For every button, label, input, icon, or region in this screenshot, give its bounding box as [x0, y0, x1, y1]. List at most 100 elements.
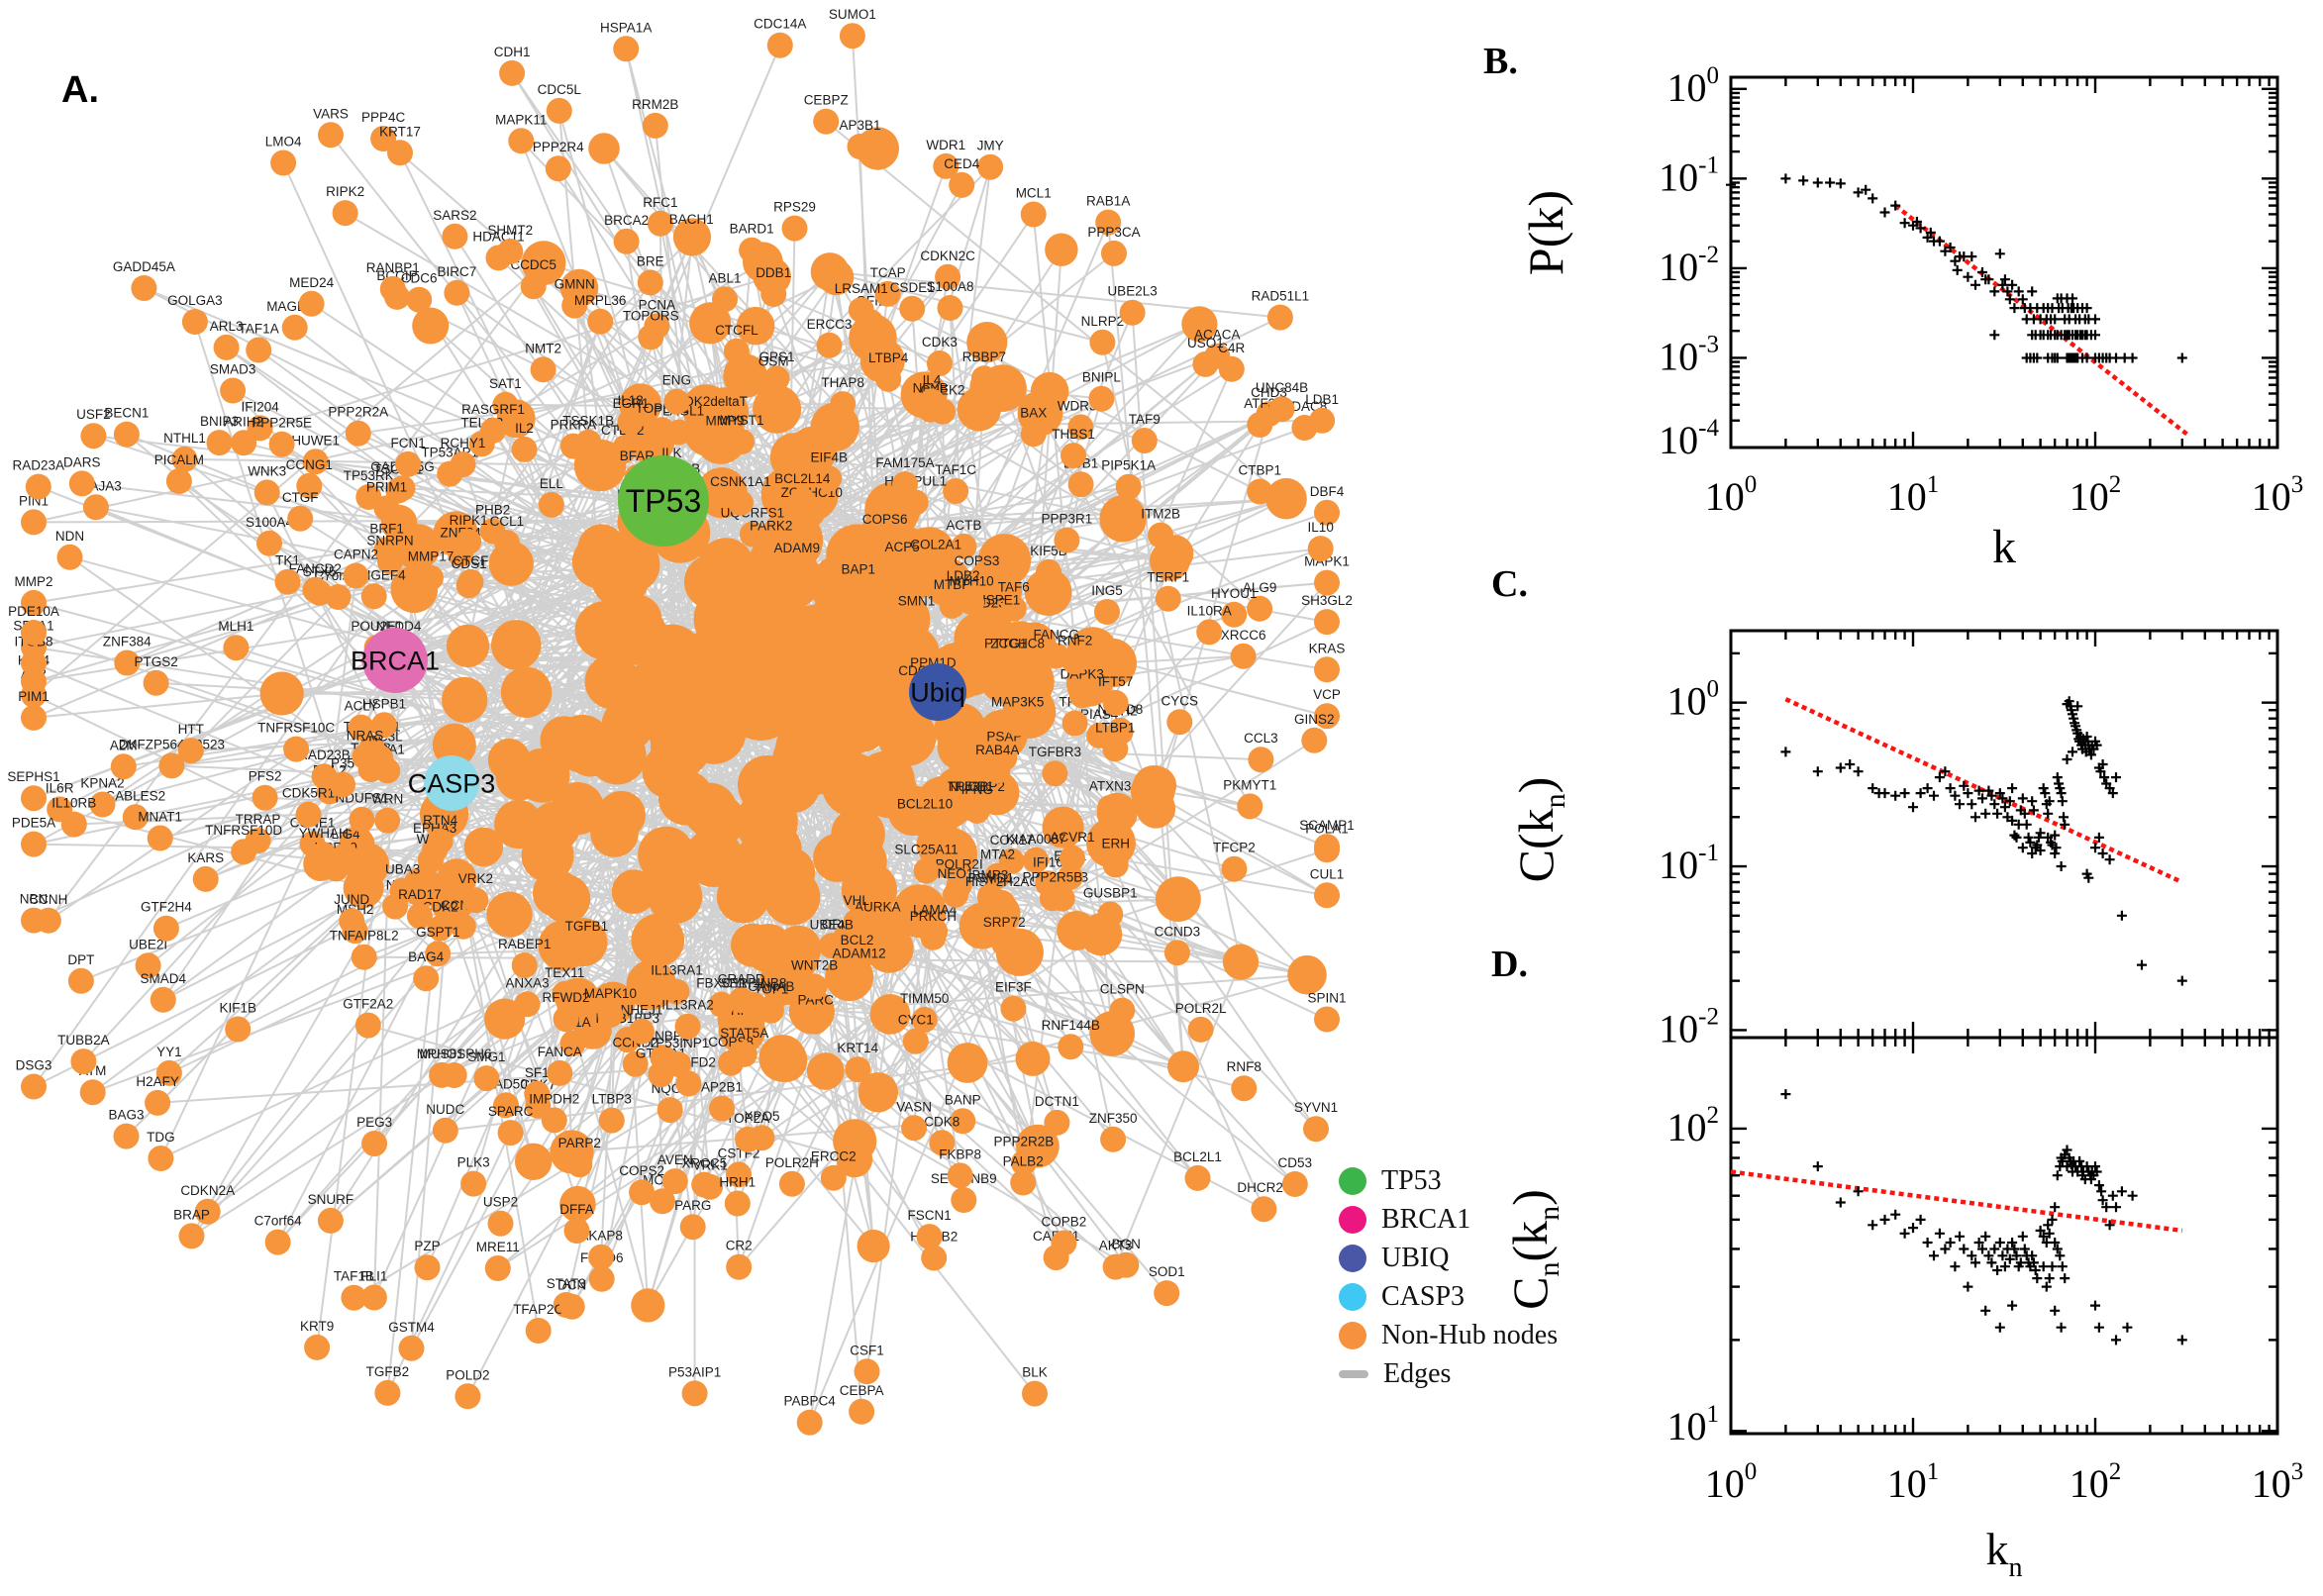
network-node-label: TNFRSF10C [257, 721, 335, 736]
network-node [674, 1013, 701, 1040]
network-node [916, 1224, 943, 1250]
network-node [487, 1210, 514, 1237]
plot-panel-b: 100 101 102 103 100 10-1 10-2 10-3 10-4 k P(k) [1518, 62, 2303, 573]
network-node-label: UBA3 [385, 862, 420, 877]
network-node-label: BCL2L10 [897, 796, 953, 811]
network-node-label: PHB2 [475, 502, 510, 517]
network-node [977, 153, 1004, 180]
network-node [818, 933, 845, 959]
network-node-label: DHCR24 [1237, 1180, 1291, 1195]
network-node-label: IL10RA [1187, 603, 1232, 618]
network-node [70, 1048, 97, 1075]
network-node [21, 785, 47, 812]
network-node-label: DDB1 [756, 265, 791, 280]
network-node [950, 1108, 976, 1135]
network-node [442, 223, 468, 249]
network-node-label: NLRP2 [1081, 314, 1125, 329]
legend-label: Edges [1383, 1358, 1452, 1389]
network-node-label: BGN [1112, 1237, 1141, 1251]
network-node [911, 1006, 938, 1033]
network-node [389, 877, 416, 904]
tick-label: 10-4 [1659, 415, 1719, 462]
network-node-label: PPP2R5B [1023, 869, 1083, 884]
network-node [68, 470, 95, 497]
network-node-label: GUSBP1 [1083, 886, 1138, 901]
network-node-label: PIM1 [18, 689, 50, 704]
network-node-label: UBE4B [810, 917, 854, 932]
network-node [613, 228, 640, 254]
network-node-label: GSTM4 [388, 1320, 435, 1335]
node-swatch-icon [1339, 1167, 1366, 1195]
network-node-label: STX5 [303, 564, 337, 579]
network-node-label: H2AFY [136, 1074, 179, 1089]
network-node [708, 991, 735, 1018]
network-node-label: BACH1 [669, 212, 714, 227]
network-node [530, 356, 556, 383]
network-node-label: IL10RB [51, 796, 96, 811]
network-node-label: CDC6 [401, 271, 438, 286]
network-node-label: DARS [63, 454, 101, 469]
network-node [484, 1255, 511, 1281]
network-node-label: CR2 [726, 1239, 753, 1253]
network-node [789, 487, 816, 514]
network-node [497, 1120, 524, 1147]
network-node-label: DSG3 [16, 1058, 52, 1073]
network-node-label: BRF1 [369, 521, 404, 536]
network-node [871, 527, 898, 553]
network-node-label: COL2A1 [910, 538, 961, 552]
network-node [951, 533, 977, 559]
network-node [1221, 855, 1248, 882]
network-node [749, 1125, 775, 1151]
network-node-label: MTA2 [980, 848, 1015, 862]
network-node-label: DPT [67, 952, 94, 967]
network-node-label: CRADD [718, 971, 765, 986]
network-node-label: PDE10A [8, 604, 59, 619]
network-node [739, 521, 765, 548]
network-node-label: KRT14 [837, 1041, 878, 1055]
network-node-label: HSPB1 [362, 696, 406, 711]
network-node-label: SOD1 [1149, 1264, 1185, 1279]
network-node [802, 1008, 829, 1035]
scatter-points [1726, 173, 2187, 363]
network-node-label: C7orf64 [254, 1214, 303, 1229]
network-node [1184, 1164, 1211, 1191]
network-node [158, 752, 185, 779]
network-node-label: LDB2 [947, 568, 980, 583]
network-node [247, 415, 273, 442]
network-node [612, 434, 639, 460]
hub-label-ubiq: Ubiq [910, 677, 965, 707]
network-node-label: ANXA3 [505, 975, 549, 990]
network-node [781, 215, 808, 242]
network-node [413, 965, 440, 992]
network-node-label: RABEP1 [498, 937, 551, 951]
network-node [21, 649, 47, 676]
network-node-label: TAF9 [1129, 412, 1161, 427]
network-node [921, 1245, 948, 1271]
network-node-label: ACP5 [884, 540, 919, 554]
network-node [21, 620, 47, 646]
network-node-label: FSCN1 [907, 1208, 951, 1223]
network-node-label: LTBP3 [592, 1092, 632, 1107]
network-node-label: AP2B1 [701, 1080, 743, 1095]
axis-title: kn​ [1986, 1524, 2023, 1583]
network-node [1000, 995, 1027, 1022]
network-node-label: POLD2 [446, 1367, 489, 1382]
network-node [1230, 643, 1257, 669]
network-node [374, 807, 401, 834]
network-node [724, 1190, 751, 1217]
network-node-label: TDG [147, 1130, 175, 1145]
network-node [192, 865, 219, 892]
network-node-label: SLC25A11 [894, 843, 958, 857]
network-node [1148, 522, 1174, 549]
network-node [1115, 473, 1142, 500]
fit-line [1730, 1169, 2183, 1234]
network-node [499, 59, 526, 86]
network-node-label: RBBP7 [962, 349, 1006, 364]
network-node [760, 369, 787, 396]
network-node [295, 801, 322, 828]
network-node-label: BRAP [173, 1207, 210, 1222]
network-node-label: LTBP4 [868, 350, 909, 365]
network-node [1314, 837, 1340, 863]
network-node [455, 572, 482, 599]
network-node-label: STAT5A [720, 1026, 768, 1041]
